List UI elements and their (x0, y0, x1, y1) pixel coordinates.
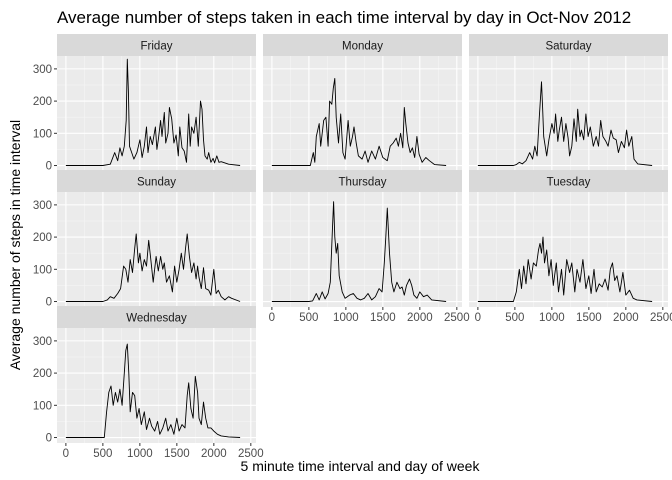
series-line-monday (271, 78, 447, 166)
series-line-wednesday (65, 343, 241, 438)
strip-friday (57, 34, 256, 56)
x-tick-label: 2000 (407, 312, 433, 324)
strip-label-saturday: Saturday (545, 41, 591, 53)
chart-title: Average number of steps taken in each ti… (57, 8, 631, 27)
x-tick-label: 2500 (238, 448, 264, 460)
y-tick-label: 300 (33, 336, 52, 348)
panel-background (469, 56, 668, 171)
x-tick-label: 500 (93, 448, 112, 460)
facet-panel-saturday: Saturday (469, 34, 668, 171)
series-line-tuesday (477, 236, 653, 302)
facet-panel-monday: Monday (263, 34, 462, 171)
x-tick-label: 2500 (444, 312, 470, 324)
x-tick-label: 500 (505, 312, 524, 324)
x-tick-label: 0 (63, 448, 69, 460)
panel-background (57, 192, 256, 307)
strip-label-wednesday: Wednesday (126, 313, 187, 325)
series-line-saturday (477, 81, 653, 166)
facet-panels: Friday 0 100 200 300 Monday Saturday Sunday 0 100… (33, 34, 672, 460)
facet-panel-wednesday: Wednesday 0 100 200 300 0 500 1000 1500 2000 2500 (33, 306, 264, 460)
series-line-friday (65, 58, 241, 166)
y-tick-label: 100 (33, 400, 52, 412)
strip-label-thursday: Thursday (339, 177, 387, 189)
x-tick-label: 0 (475, 312, 481, 324)
panel-background (57, 56, 256, 171)
x-tick-label: 1000 (539, 312, 565, 324)
y-axis-title: Average number of steps in time interval (7, 120, 23, 370)
strip-thursday (263, 170, 462, 192)
strip-wednesday (57, 306, 256, 328)
strip-monday (263, 34, 462, 56)
x-tick-label: 2500 (650, 312, 672, 324)
y-tick-label: 0 (46, 297, 52, 309)
y-tick-label: 300 (33, 64, 52, 76)
strip-label-tuesday: Tuesday (547, 177, 591, 189)
strip-saturday (469, 34, 668, 56)
y-tick-label: 0 (46, 433, 52, 445)
series-line-sunday (65, 233, 241, 302)
y-tick-label: 100 (33, 128, 52, 140)
x-axis-title: 5 minute time interval and day of week (241, 458, 481, 474)
x-tick-label: 2000 (613, 312, 639, 324)
strip-label-sunday: Sunday (137, 177, 176, 189)
y-tick-label: 200 (33, 96, 52, 108)
y-tick-label: 300 (33, 200, 52, 212)
panel-background (263, 192, 462, 307)
strip-label-friday: Friday (141, 41, 173, 53)
x-tick-label: 500 (299, 312, 318, 324)
facet-panel-sunday: Sunday 0 100 200 300 (33, 170, 256, 309)
panel-background (469, 192, 668, 307)
panel-background (263, 56, 462, 171)
y-tick-label: 0 (46, 161, 52, 173)
x-tick-label: 1500 (370, 312, 396, 324)
facet-panel-friday: Friday 0 100 200 300 (33, 34, 256, 173)
y-tick-label: 200 (33, 368, 52, 380)
x-tick-label: 1500 (164, 448, 190, 460)
facet-panel-thursday: Thursday 0 500 1000 1500 2000 2500 (263, 170, 470, 324)
facet-panel-tuesday: Tuesday 0 500 1000 1500 2000 2500 (469, 170, 672, 324)
strip-sunday (57, 170, 256, 192)
strip-label-monday: Monday (342, 41, 383, 53)
series-line-thursday (271, 201, 447, 302)
y-tick-label: 100 (33, 264, 52, 276)
x-tick-label: 1000 (333, 312, 359, 324)
x-tick-label: 2000 (201, 448, 227, 460)
x-tick-label: 0 (269, 312, 275, 324)
x-tick-label: 1000 (127, 448, 153, 460)
y-tick-label: 200 (33, 232, 52, 244)
x-tick-label: 1500 (576, 312, 602, 324)
strip-tuesday (469, 170, 668, 192)
